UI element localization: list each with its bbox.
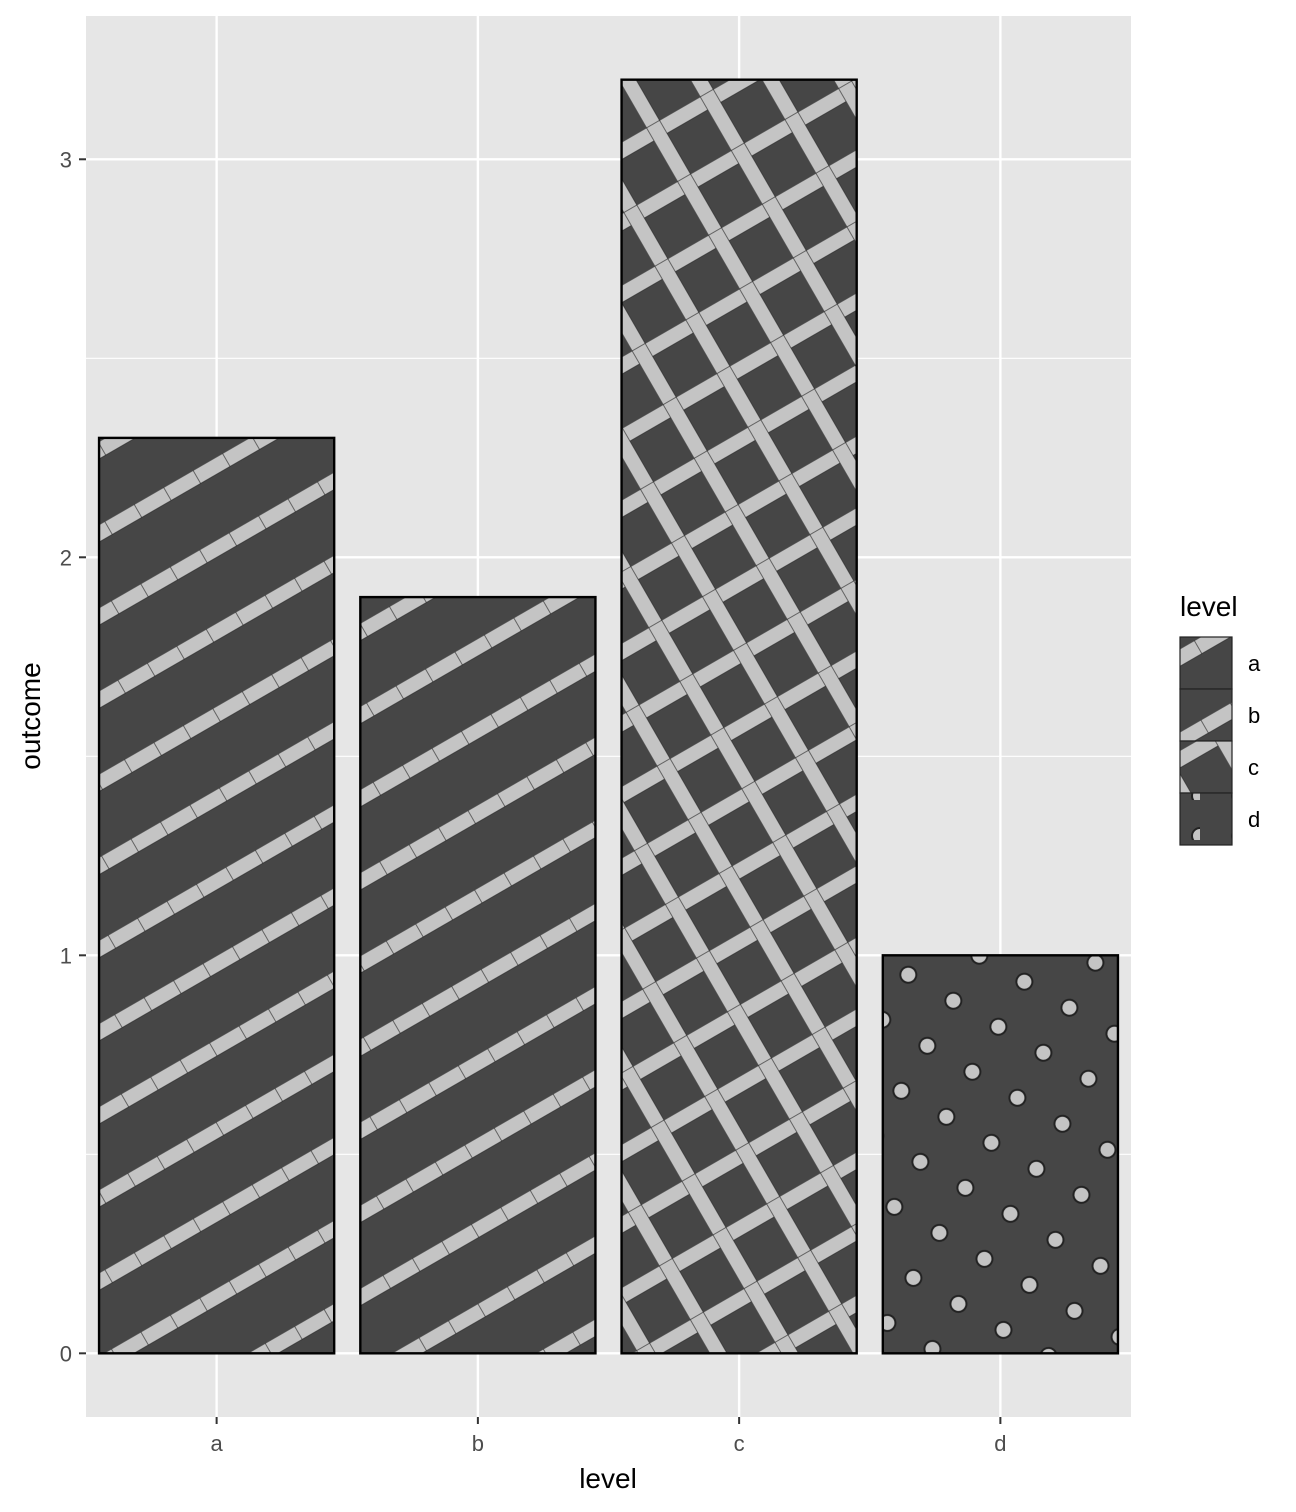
- y-tick-label: 0: [60, 1341, 72, 1366]
- bar-a: [97, 436, 336, 1355]
- x-axis-title: level: [579, 1463, 637, 1494]
- x-axis: a b c d: [211, 1417, 1007, 1456]
- bar-d: [881, 954, 1120, 1355]
- y-tick-label: 2: [60, 545, 72, 570]
- legend-key-d: [1179, 792, 1233, 846]
- legend-key-a: [1179, 636, 1233, 690]
- bars: [97, 78, 1120, 1355]
- y-tick-label: 1: [60, 943, 72, 968]
- y-axis: 0 1 2 3: [60, 147, 86, 1366]
- y-axis-title: outcome: [15, 662, 46, 769]
- bar-c: [620, 78, 858, 1355]
- legend-label-d: d: [1248, 807, 1260, 832]
- legend-key-c: [1179, 740, 1233, 794]
- legend-title: level: [1180, 591, 1238, 622]
- legend-label-b: b: [1248, 703, 1260, 728]
- legend-label-c: c: [1248, 755, 1259, 780]
- x-tick-label: d: [994, 1431, 1006, 1456]
- y-tick-label: 3: [60, 147, 72, 172]
- x-tick-label: a: [211, 1431, 224, 1456]
- bar-b: [359, 595, 597, 1355]
- x-tick-label: b: [472, 1431, 484, 1456]
- legend: level a b c d: [1179, 591, 1261, 846]
- legend-label-a: a: [1248, 651, 1261, 676]
- x-tick-label: c: [734, 1431, 745, 1456]
- legend-key-b: [1179, 688, 1233, 742]
